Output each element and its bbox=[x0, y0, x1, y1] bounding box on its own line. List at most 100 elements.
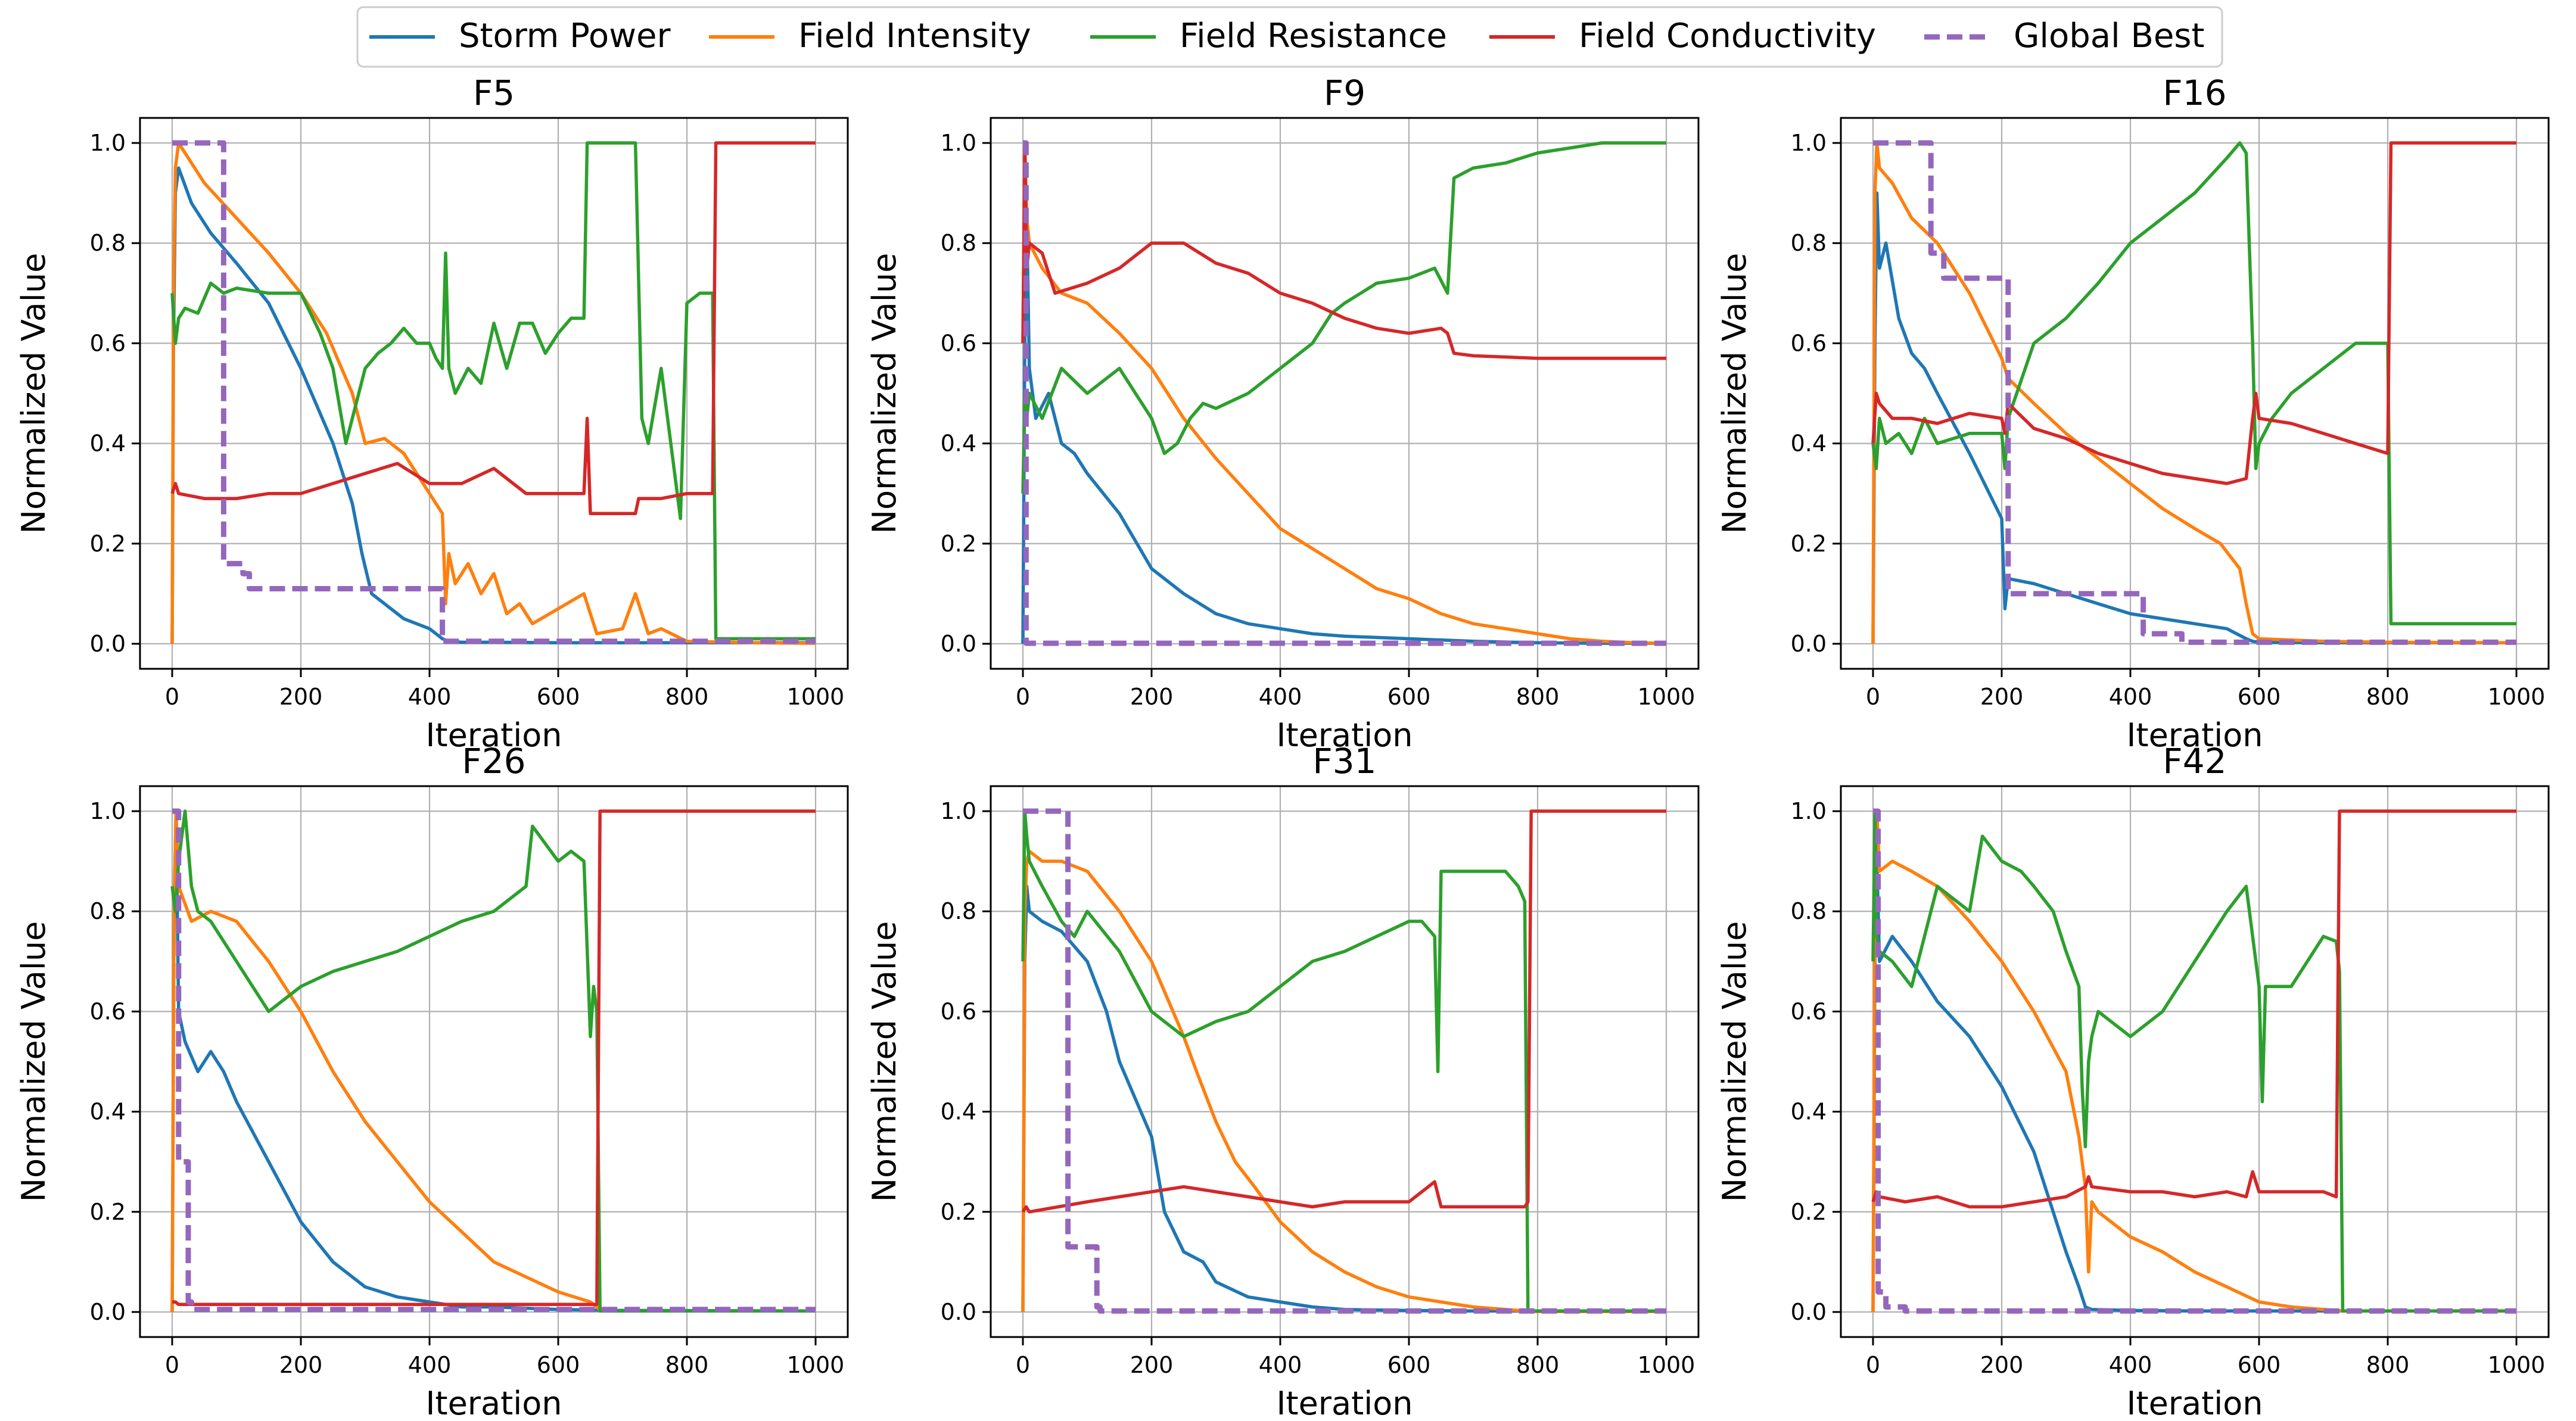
subplot-f16-xtick-label-800: 800 bbox=[2366, 684, 2410, 710]
legend-label-field-intensity: Field Intensity bbox=[798, 17, 1031, 55]
legend-label-storm-power: Storm Power bbox=[459, 17, 671, 55]
subplot-f42-xtick-label-400: 400 bbox=[2109, 1352, 2152, 1378]
legend-label-global-best: Global Best bbox=[2014, 17, 2204, 55]
subplot-f42-xtick-label-600: 600 bbox=[2238, 1352, 2281, 1378]
subplot-f16-axes-frame bbox=[1840, 117, 2550, 670]
subplot-f31: 0 200 400 600 800 1000 0.0 0.2 0.4 0.6 0.8 1.0 F31 It… bbox=[866, 741, 1700, 1421]
subplot-f26-ytick-label-0.4: 0.4 bbox=[90, 1099, 126, 1125]
subplot-f42-grid bbox=[1841, 786, 2549, 1337]
subplot-f42-xtick-label-0: 0 bbox=[1866, 1352, 1880, 1378]
subplot-f26-line-field-conductivity bbox=[172, 809, 816, 1307]
subplot-f16-xtick-label-1000: 1000 bbox=[2488, 684, 2546, 710]
subplot-f31-line-field-intensity bbox=[1021, 849, 1666, 1313]
subplot-f42-xlabel: Iteration bbox=[2126, 1385, 2263, 1421]
subplot-f16-line-field-conductivity bbox=[1871, 141, 2516, 485]
subplot-f5-xtick-label-200: 200 bbox=[279, 684, 323, 710]
subplot-f16-xlabel: Iteration bbox=[2126, 716, 2263, 754]
subplot-f5-xtick-label-0: 0 bbox=[165, 684, 179, 710]
subplot-f5-line-field-intensity bbox=[170, 141, 816, 645]
subplot-f9-line-global-best bbox=[1023, 140, 1666, 646]
subplot-f26-ytick-label-1.0: 1.0 bbox=[90, 798, 126, 824]
subplot-f16-ytick-label-0.4: 0.4 bbox=[1791, 431, 1827, 457]
subplot-f16-ytick-label-1.0: 1.0 bbox=[1791, 130, 1827, 156]
legend-entry-field-conductivity: Field Conductivity bbox=[1489, 17, 1876, 55]
subplot-f31-ytick-label-0.4: 0.4 bbox=[941, 1099, 976, 1125]
subplot-f26-title: F26 bbox=[462, 741, 525, 781]
subplot-f16-ytick-label-0.0: 0.0 bbox=[1791, 631, 1827, 657]
subplot-f9-xtick-label-1000: 1000 bbox=[1638, 684, 1695, 710]
subplot-f26-ytick-label-0.8: 0.8 bbox=[90, 898, 126, 924]
subplot-f26-xtick-label-0: 0 bbox=[165, 1352, 179, 1378]
subplot-f5-ytick-label-0.4: 0.4 bbox=[90, 431, 126, 457]
subplot-f42: 0 200 400 600 800 1000 0.0 0.2 0.4 0.6 0.8 1.0 F42 It… bbox=[1716, 741, 2550, 1421]
subplot-f9-series bbox=[1021, 140, 1667, 646]
subplot-f9-ytick-label-0.8: 0.8 bbox=[941, 230, 976, 256]
subplot-f31-line-storm-power bbox=[1021, 884, 1666, 1313]
subplot-f31-xtick-label-400: 400 bbox=[1259, 1352, 1302, 1378]
subplot-f26-xlabel: Iteration bbox=[425, 1385, 562, 1421]
subplot-f31-series bbox=[1021, 808, 1666, 1314]
subplot-f42-ytick-label-1.0: 1.0 bbox=[1791, 798, 1827, 824]
subplot-f5-line-global-best bbox=[172, 140, 816, 644]
subplot-f42-line-global-best bbox=[1873, 808, 2516, 1314]
subplot-f5-axes-frame bbox=[139, 117, 849, 670]
subplot-f5-ytick-label-0.0: 0.0 bbox=[90, 631, 126, 657]
subplot-f42-ytick-label-0.8: 0.8 bbox=[1791, 898, 1827, 924]
legend-entry-field-resistance: Field Resistance bbox=[1090, 17, 1447, 55]
subplot-f42-line-field-conductivity bbox=[1871, 809, 2516, 1209]
subplot-f31-line-field-conductivity bbox=[1021, 809, 1666, 1214]
subplot-f31-grid bbox=[991, 786, 1698, 1337]
subplot-f16: 0 200 400 600 800 1000 0.0 0.2 0.4 0.6 0.8 1.0 F16 It… bbox=[1716, 73, 2550, 754]
subplot-f42-xtick-label-800: 800 bbox=[2366, 1352, 2410, 1378]
subplot-f31-ytick-label-0.2: 0.2 bbox=[941, 1199, 976, 1225]
subplot-f31-ytick-label-0.6: 0.6 bbox=[941, 998, 976, 1024]
subplot-f5-xtick-label-600: 600 bbox=[537, 684, 580, 710]
subplot-f31-xlabel: Iteration bbox=[1276, 1385, 1413, 1421]
subplot-f26-ylabel: Normalized Value bbox=[15, 921, 52, 1202]
legend: Storm Power Field Intensity Field Resistan… bbox=[356, 6, 2223, 68]
subplot-f26-ytick-label-0.2: 0.2 bbox=[90, 1199, 126, 1225]
subplot-f16-ytick-label-0.8: 0.8 bbox=[1791, 230, 1827, 256]
subplot-f42-xtick-label-1000: 1000 bbox=[2488, 1352, 2546, 1378]
subplot-f9-line-field-conductivity bbox=[1021, 141, 1666, 360]
subplot-f9-xtick-label-600: 600 bbox=[1387, 684, 1431, 710]
subplot-grid: 0 200 400 600 800 1000 0.0 0.2 0.4 0.6 0.8 1.0 F5 Ite… bbox=[15, 73, 2550, 1421]
legend-entry-storm-power: Storm Power bbox=[369, 17, 671, 55]
subplot-f9-ytick-label-0.4: 0.4 bbox=[941, 431, 976, 457]
subplot-f9-grid bbox=[991, 118, 1698, 669]
subplot-f16-ylabel: Normalized Value bbox=[1716, 253, 1753, 534]
subplot-f5-xlabel: Iteration bbox=[425, 716, 562, 754]
subplot-f5-series bbox=[170, 140, 816, 645]
subplot-f16-grid bbox=[1841, 118, 2549, 669]
subplot-f9-xlabel: Iteration bbox=[1276, 716, 1413, 754]
subplot-f5-line-field-conductivity bbox=[170, 141, 816, 516]
subplot-f31-axes-frame bbox=[990, 785, 1700, 1338]
subplot-f5-ytick-label-0.8: 0.8 bbox=[90, 230, 126, 256]
subplot-f9-line-field-intensity bbox=[1021, 141, 1667, 645]
subplot-f5-xtick-label-400: 400 bbox=[408, 684, 452, 710]
subplot-f9: 0 200 400 600 800 1000 0.0 0.2 0.4 0.6 0.8 1.0 F9 Ite… bbox=[866, 73, 1700, 754]
subplot-f31-line-global-best bbox=[1023, 808, 1666, 1314]
subplot-f16-ytick-label-0.6: 0.6 bbox=[1791, 330, 1827, 356]
subplot-f9-ytick-label-0.2: 0.2 bbox=[941, 531, 976, 557]
subplot-f5-line-field-resistance bbox=[170, 141, 816, 641]
subplot-f9-title: F9 bbox=[1324, 73, 1365, 113]
subplot-f42-line-storm-power bbox=[1871, 859, 2516, 1313]
subplot-f31-ytick-label-1.0: 1.0 bbox=[941, 798, 976, 824]
subplot-f9-axes-frame bbox=[990, 117, 1700, 670]
subplot-f9-line-field-resistance bbox=[1021, 141, 1666, 494]
subplot-f31-xtick-label-800: 800 bbox=[1516, 1352, 1560, 1378]
subplot-f26-xtick-label-1000: 1000 bbox=[787, 1352, 845, 1378]
subplot-f42-axes-frame bbox=[1840, 785, 2550, 1338]
subplot-f9-ylabel: Normalized Value bbox=[866, 253, 903, 534]
subplot-f9-ytick-label-0.6: 0.6 bbox=[941, 330, 976, 356]
subplot-f31-xtick-label-1000: 1000 bbox=[1638, 1352, 1695, 1378]
subplot-f16-xtick-label-400: 400 bbox=[2109, 684, 2152, 710]
subplot-f26-line-field-intensity bbox=[170, 809, 816, 1313]
subplot-f9-ytick-label-0.0: 0.0 bbox=[941, 631, 976, 657]
subplot-f5: 0 200 400 600 800 1000 0.0 0.2 0.4 0.6 0.8 1.0 F5 Ite… bbox=[15, 73, 849, 754]
subplot-f9-xtick-label-800: 800 bbox=[1516, 684, 1560, 710]
legend-items: Storm Power Field Intensity Field Resistan… bbox=[369, 17, 2204, 55]
subplot-f26-series bbox=[170, 808, 816, 1313]
